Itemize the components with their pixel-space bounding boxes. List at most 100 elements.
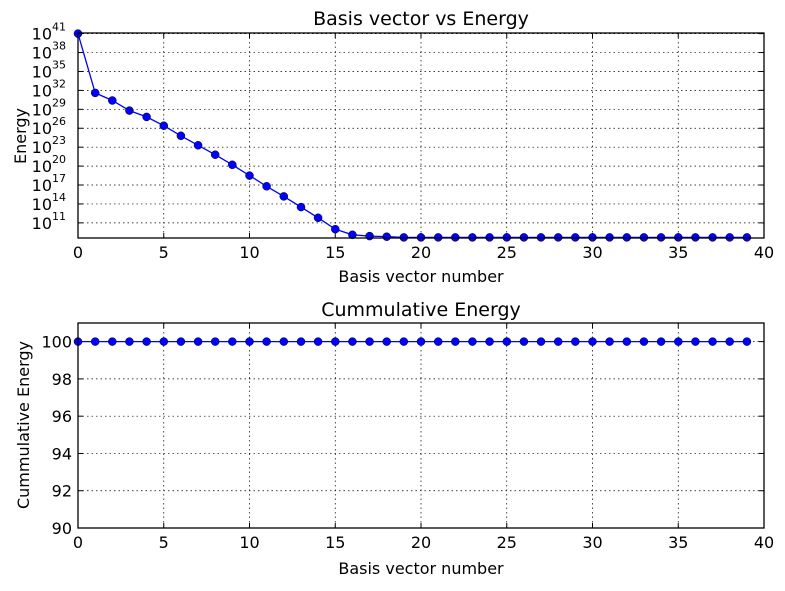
data-point [331, 337, 340, 346]
x-tick-label: 10 [239, 243, 259, 262]
data-point [262, 182, 271, 191]
data-point [279, 337, 289, 346]
y-tick-exponent: 32 [52, 77, 66, 90]
y-tick-label: 98 [52, 370, 72, 389]
data-point [296, 202, 306, 212]
energy-series [73, 29, 752, 242]
cumulative-plot: Cummulative Energy 0 5 10 15 20 25 30 35 40 90 92 9… [14, 299, 774, 578]
y-tick-label: 10 29 [32, 96, 66, 119]
data-point [691, 337, 700, 346]
data-point [639, 337, 649, 346]
data-point [108, 337, 117, 346]
x-tick-label: 5 [159, 243, 169, 262]
y-tick-label: 10 14 [32, 191, 66, 214]
y-tick-base: 10 [32, 214, 52, 233]
data-point [262, 337, 271, 346]
y-tick-base: 10 [32, 25, 52, 44]
data-point [605, 337, 614, 346]
x-tick-label: 30 [582, 533, 602, 552]
data-point [382, 337, 391, 346]
y-tick-exponent: 38 [52, 40, 66, 53]
x-tick-label: 15 [325, 533, 345, 552]
y-tick-label: 10 26 [32, 115, 66, 138]
data-point [296, 337, 306, 346]
data-point [433, 337, 443, 346]
energy-plot-xlabel: Basis vector number [338, 267, 504, 286]
data-point [742, 337, 752, 346]
data-point [193, 337, 203, 346]
y-tick-label: 10 38 [32, 40, 66, 63]
y-tick-label: 10 11 [32, 210, 66, 233]
y-tick-label: 100 [41, 333, 72, 352]
y-tick-exponent: 11 [52, 210, 66, 223]
y-tick-label: 10 32 [32, 77, 66, 100]
data-point [90, 337, 100, 346]
data-point [382, 232, 391, 241]
data-point [725, 337, 734, 346]
data-point [571, 337, 580, 346]
y-tick-base: 10 [32, 176, 52, 195]
energy-plot-title: Basis vector vs Energy [313, 8, 529, 30]
data-point [142, 112, 151, 122]
y-tick-base: 10 [32, 100, 52, 119]
data-point [656, 337, 666, 346]
x-tick-label: 0 [73, 243, 83, 262]
data-point [331, 224, 340, 234]
data-point [519, 337, 529, 346]
data-point [125, 337, 134, 346]
x-tick-label: 25 [497, 243, 517, 262]
y-tick-base: 10 [32, 195, 52, 214]
y-tick-base: 10 [32, 138, 52, 157]
cumulative-plot-title: Cummulative Energy [321, 299, 521, 321]
x-tick-label: 30 [582, 243, 602, 262]
data-point [622, 337, 632, 346]
y-tick-exponent: 41 [52, 21, 66, 34]
data-point [348, 337, 357, 346]
x-tick-label: 40 [754, 243, 774, 262]
data-point [210, 337, 220, 346]
x-tick-label: 40 [754, 533, 774, 552]
x-tick-label: 10 [239, 533, 259, 552]
x-tick-label: 25 [497, 533, 517, 552]
y-tick-label: 10 41 [32, 21, 66, 44]
data-point [176, 337, 186, 346]
y-tick-base: 10 [32, 157, 52, 176]
data-point [313, 213, 323, 223]
data-point [193, 141, 203, 150]
data-point [416, 337, 426, 346]
data-point [502, 337, 512, 346]
data-point [108, 96, 117, 105]
y-tick-base: 10 [32, 62, 52, 81]
x-tick-label: 0 [73, 533, 83, 552]
y-tick-exponent: 23 [52, 134, 66, 147]
data-point [588, 337, 597, 346]
data-point [228, 337, 237, 346]
data-point [485, 337, 494, 346]
data-point [279, 192, 289, 201]
y-tick-label: 94 [52, 444, 72, 463]
y-tick-label: 90 [52, 519, 72, 538]
y-tick-label: 92 [52, 482, 72, 501]
data-point [451, 337, 460, 346]
data-point [228, 160, 237, 170]
y-tick-label: 96 [52, 407, 72, 426]
data-point [210, 150, 220, 159]
energy-plot-ylabel: Energy [11, 108, 30, 164]
y-tick-label: 10 35 [32, 58, 66, 81]
y-tick-base: 10 [32, 44, 52, 63]
energy-plot: Basis vector vs Energy 0 5 10 15 20 25 30 35 40 1… [11, 8, 774, 286]
data-point [159, 121, 169, 130]
x-tick-label: 35 [668, 533, 688, 552]
y-tick-exponent: 35 [52, 58, 66, 71]
y-tick-exponent: 20 [52, 153, 66, 166]
data-point [536, 337, 546, 346]
cumulative-plot-ticks: 0 5 10 15 20 25 30 35 40 90 92 94 96 98 100 [41, 323, 774, 552]
y-tick-exponent: 26 [52, 115, 66, 128]
cumulative-plot-xlabel: Basis vector number [338, 559, 504, 578]
data-point [142, 337, 151, 346]
x-tick-label: 15 [325, 243, 345, 262]
x-tick-label: 20 [411, 243, 431, 262]
